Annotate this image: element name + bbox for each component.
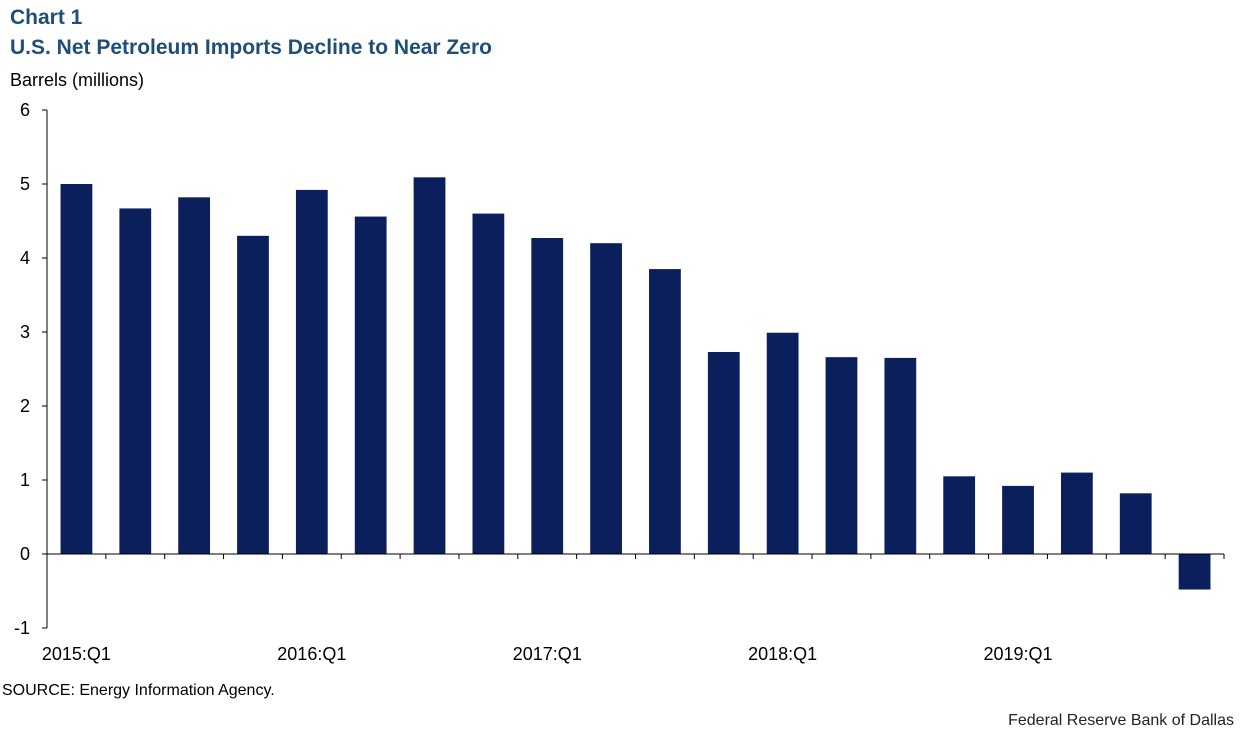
y-tick-label-6: 6	[20, 100, 30, 120]
bar-2018:Q4	[943, 476, 976, 554]
x-tick-label-2017:Q1: 2017:Q1	[513, 644, 582, 664]
x-tick-label-2019:Q1: 2019:Q1	[983, 644, 1052, 664]
bars-group	[60, 177, 1211, 590]
bar-2017:Q3	[649, 269, 681, 554]
axes-group	[42, 109, 1225, 629]
y-tick-label-1: 1	[20, 470, 30, 490]
source-note: SOURCE: Energy Information Agency.	[2, 682, 275, 699]
bar-2016:Q2	[354, 216, 387, 554]
y-tick-label-4: 4	[20, 248, 30, 268]
bar-2017:Q1	[531, 238, 564, 554]
bar-2016:Q3	[413, 177, 446, 554]
y-tick-label--1: -1	[14, 618, 30, 638]
y-axis-label: Barrels (millions)	[10, 70, 145, 90]
x-tick-label-2016:Q1: 2016:Q1	[277, 644, 346, 664]
y-tick-label-3: 3	[20, 322, 30, 342]
credit-note: Federal Reserve Bank of Dallas	[1008, 712, 1234, 729]
bar-2015:Q4	[237, 235, 269, 555]
x-tick-label-2018:Q1: 2018:Q1	[748, 644, 817, 664]
bar-2019:Q2	[1060, 472, 1093, 554]
bar-2018:Q3	[884, 357, 917, 554]
y-tick-label-2: 2	[20, 396, 30, 416]
bar-2018:Q2	[825, 357, 858, 554]
bar-2019:Q1	[1002, 485, 1034, 554]
y-tick-label-0: 0	[20, 544, 30, 564]
bar-2016:Q1	[295, 189, 328, 555]
chart-title: U.S. Net Petroleum Imports Decline to Ne…	[10, 36, 492, 59]
bar-2015:Q1	[60, 184, 93, 554]
bar-2016:Q4	[472, 213, 505, 554]
bar-2015:Q2	[119, 208, 152, 555]
bar-2017:Q2	[590, 243, 622, 554]
bar-2019:Q4	[1178, 554, 1211, 590]
bar-2015:Q3	[178, 197, 211, 554]
bar-2019:Q3	[1119, 493, 1152, 554]
x-tick-label-2015:Q1: 2015:Q1	[42, 644, 111, 664]
bar-2018:Q1	[766, 332, 799, 554]
y-tick-label-5: 5	[20, 174, 30, 194]
chart-number: Chart 1	[10, 6, 83, 29]
bar-2017:Q4	[707, 351, 740, 554]
labels-group: -1 0 1 2 3 4 5 6 2015:Q1 2016:Q1 2017:Q1 2018:Q1 201…	[14, 100, 1053, 664]
